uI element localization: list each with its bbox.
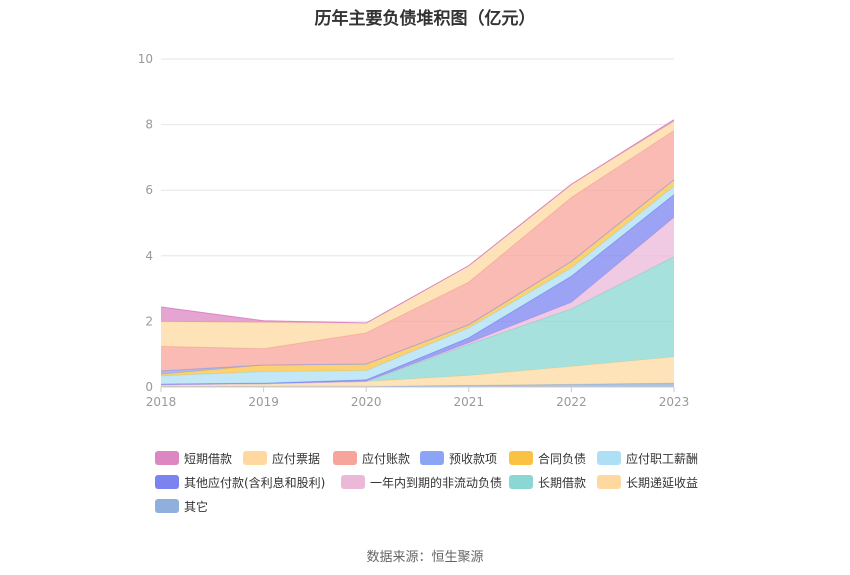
stacked-area-chart: 0 2 4 6 8 10 2018 2019 2020 2021 2022 2023 [138,52,690,409]
legend-label: 其他应付款(含利息和股利) [184,475,326,490]
area-长期借款 [161,256,674,385]
x-tick-label: 2022 [556,395,587,409]
legend-label: 预收款项 [449,451,498,466]
legend-label: 合同负债 [538,451,587,466]
legend-label: 短期借款 [184,451,233,466]
legend-item[interactable]: 合同负债 [509,449,586,467]
y-tick-label: 4 [145,249,153,263]
legend-label: 一年内到期的非流动负债 [370,475,503,490]
area-series [160,119,675,387]
legend-swatch [420,451,444,465]
y-tick-label: 2 [145,314,153,328]
y-tick-label: 8 [145,118,153,132]
legend-item[interactable]: 其它 [155,497,208,515]
legend-item[interactable]: 应付职工薪酬 [597,449,698,467]
chart-title: 历年主要负债堆积图（亿元） [314,9,536,29]
x-tick-label: 2019 [248,395,279,409]
data-source: 数据来源：恒生聚源 [366,550,484,565]
series-line [160,119,675,324]
legend-item[interactable]: 短期借款 [155,449,232,467]
legend-swatch [509,475,533,489]
legend-swatch [509,451,533,465]
legend-label: 长期递延收益 [626,475,699,490]
legend-item[interactable]: 应付账款 [333,449,410,467]
y-tick-label: 10 [138,52,153,66]
legend-swatch [155,475,179,489]
legend-swatch [597,451,621,465]
x-tick-label: 2020 [351,395,382,409]
legend-label: 应付票据 [272,451,321,466]
y-tick-label: 0 [145,380,153,394]
axes: 0 2 4 6 8 10 2018 2019 2020 2021 2022 2023 [138,52,690,409]
legend-swatch [155,499,179,513]
x-tick-label: 2018 [146,395,177,409]
area-应付账款 [161,130,674,371]
x-tick-label: 2021 [454,395,485,409]
legend-swatch [333,451,357,465]
legend-item[interactable]: 应付票据 [243,449,320,467]
legend-swatch [597,475,621,489]
area-其他应付款(含利息和股利) [161,194,674,385]
legend-item[interactable]: 一年内到期的非流动负债 [341,473,502,491]
legend-swatch [341,475,365,489]
legend-label: 长期借款 [538,475,587,490]
legend-swatch [243,451,267,465]
y-tick-label: 6 [145,183,153,197]
area-其它 [161,383,674,387]
legend-label: 其它 [184,499,209,514]
legend-label: 应付职工薪酬 [626,451,699,466]
area-应付票据 [161,121,674,349]
legend-item[interactable]: 预收款项 [420,449,497,467]
area-长期递延收益 [161,356,674,387]
legend-item[interactable]: 长期递延收益 [597,473,698,491]
legend-item[interactable]: 其他应付款(含利息和股利) [155,473,325,491]
legend-item[interactable]: 长期借款 [509,473,586,491]
legend-label: 应付账款 [362,451,411,466]
x-tick-label: 2023 [659,395,690,409]
legend-swatch [155,451,179,465]
